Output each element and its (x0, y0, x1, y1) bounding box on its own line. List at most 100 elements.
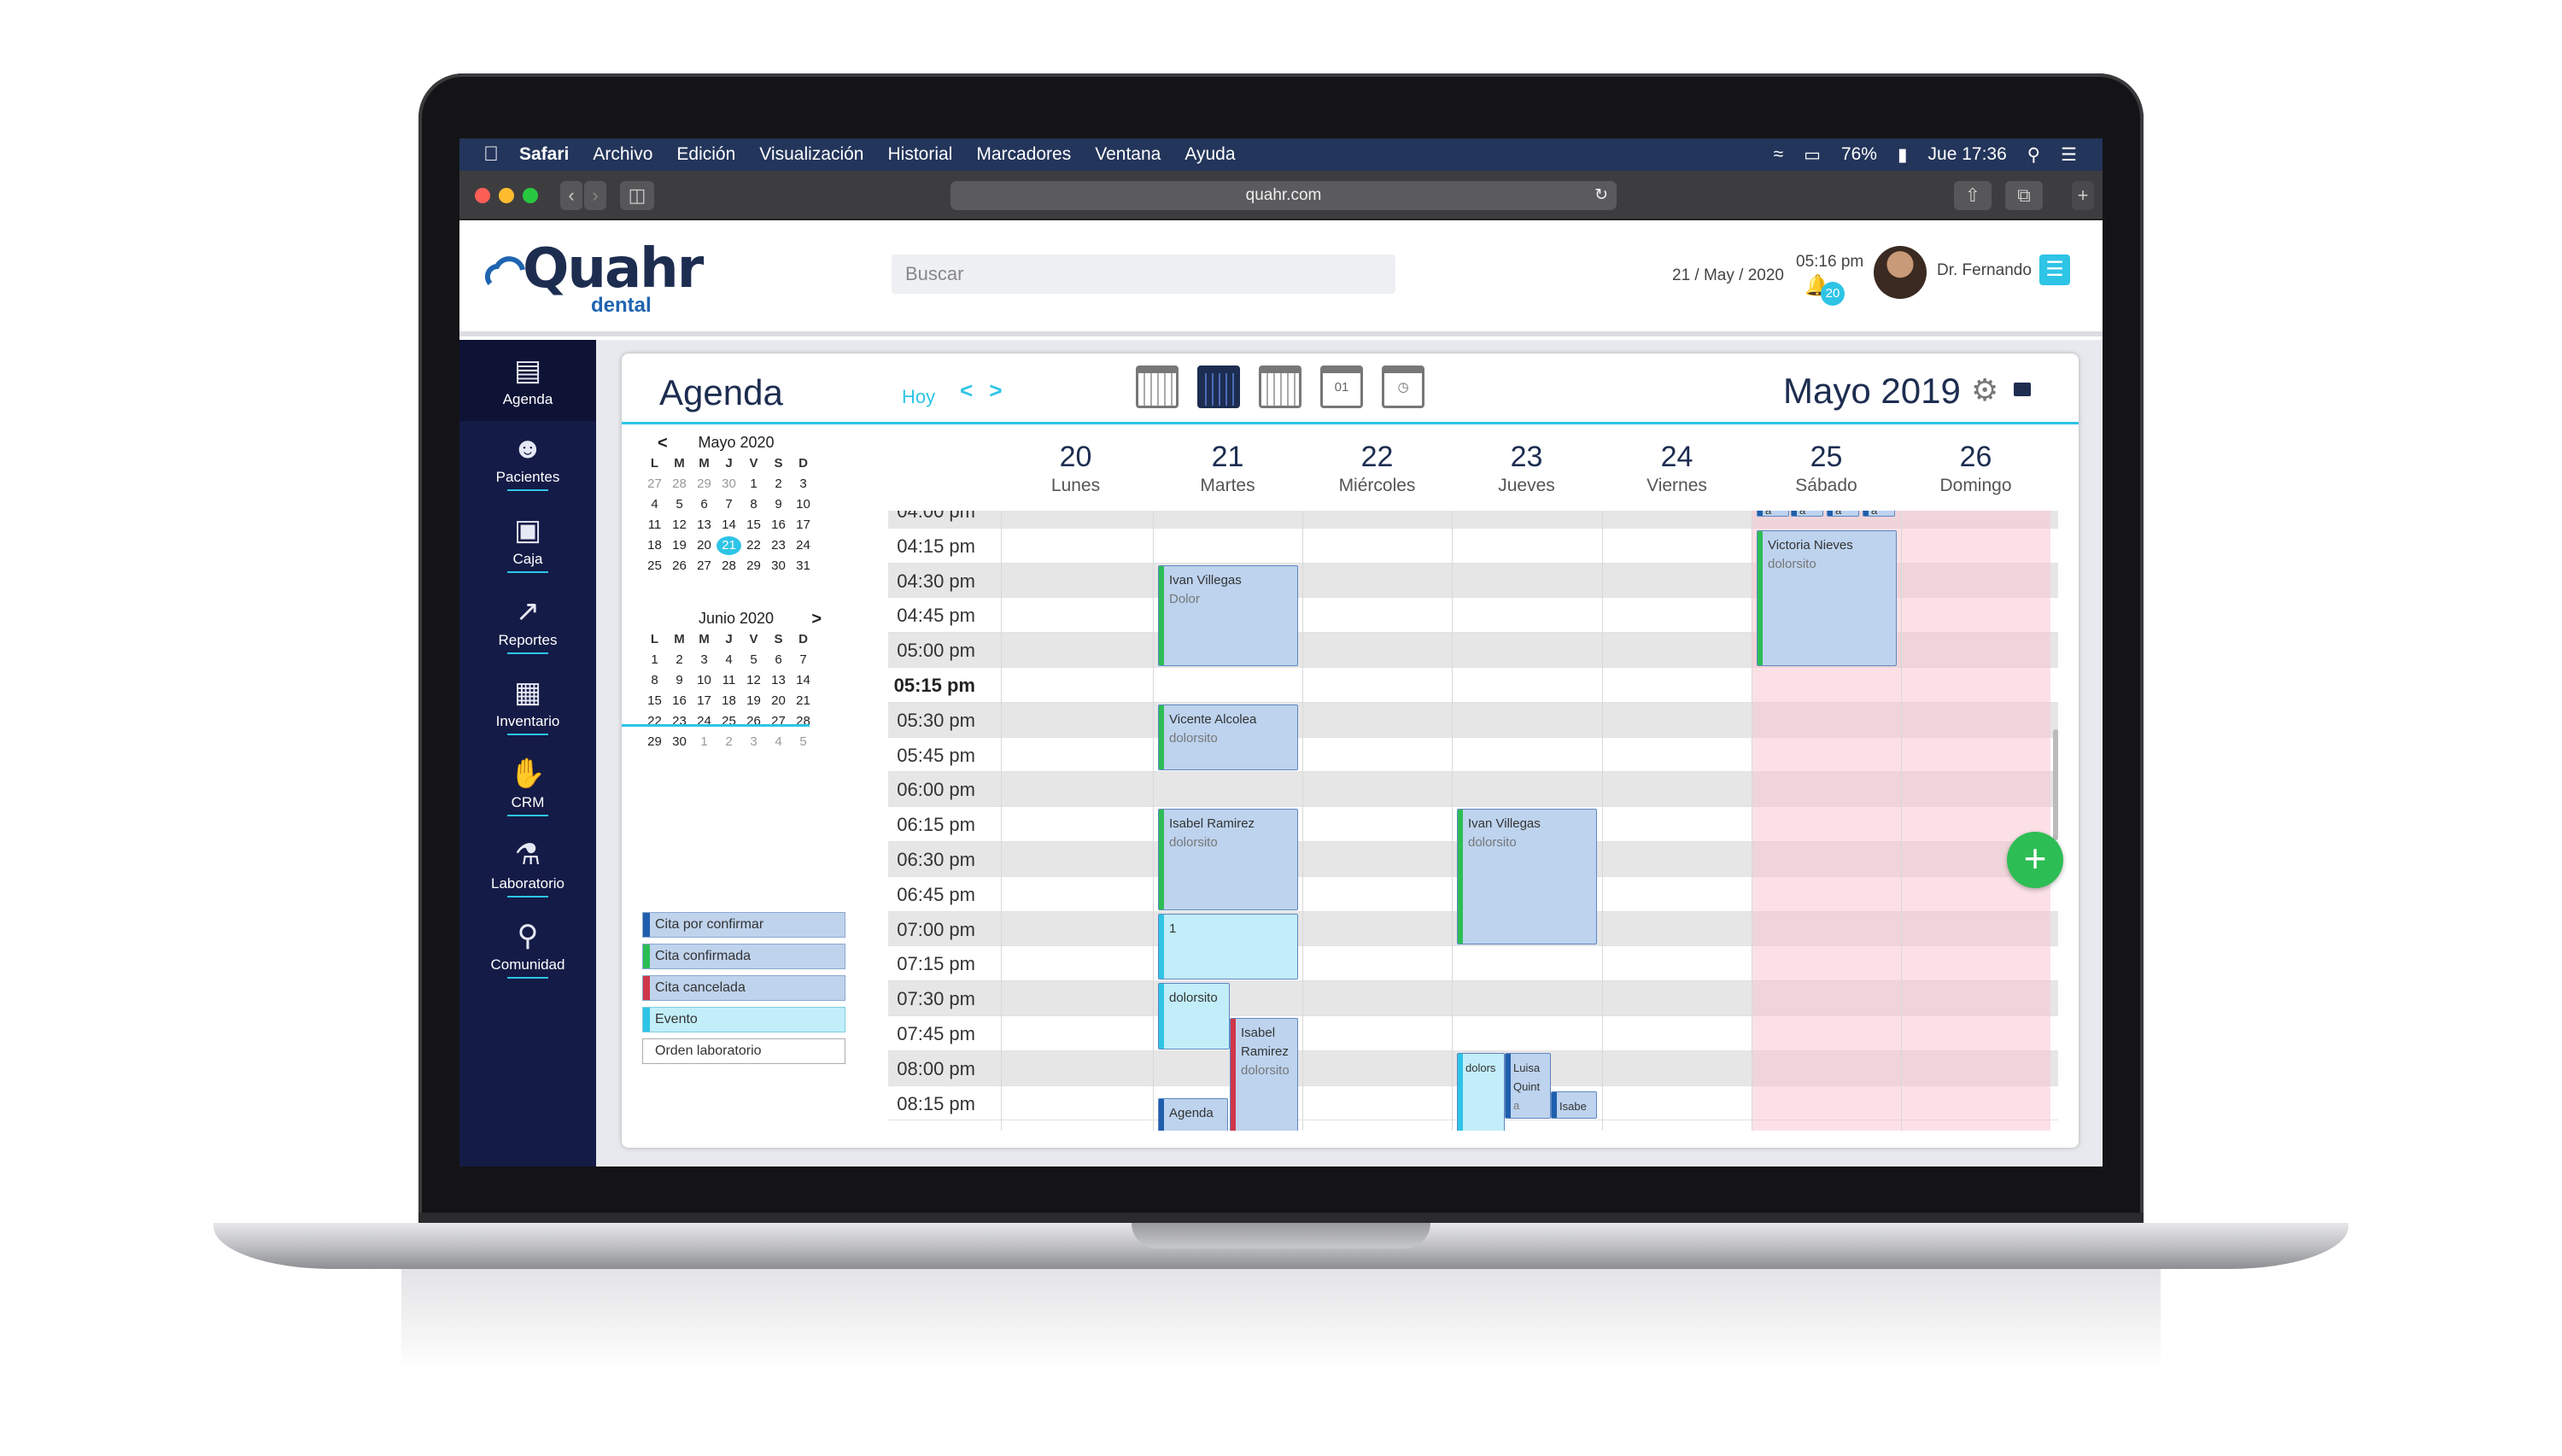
user-name[interactable]: Dr. Fernando (1937, 261, 2032, 279)
mini-calendar-day[interactable]: 19 (672, 538, 687, 553)
menu-ayuda[interactable]: Ayuda (1169, 144, 1235, 164)
mini-calendar-day[interactable]: 27 (697, 558, 711, 573)
prev-month-arrow[interactable]: < (658, 434, 668, 453)
zoom-window-button[interactable] (523, 188, 538, 203)
mini-calendar-day[interactable]: 13 (771, 673, 786, 687)
mini-calendar-day[interactable]: 6 (775, 652, 782, 667)
sidebar-item-laboratorio[interactable]: ⚗ Laboratorio (459, 827, 596, 908)
month-view-icon[interactable] (1136, 365, 1179, 408)
notification-badge[interactable]: 20 (1821, 282, 1845, 306)
back-icon[interactable]: ‹ (560, 181, 582, 210)
tabs-overview-icon[interactable]: ⧉ (2005, 181, 2043, 210)
mini-calendar-day[interactable]: 6 (700, 497, 708, 512)
day-header[interactable]: 24 Viernes (1602, 441, 1752, 496)
mini-calendar-day[interactable]: 21 (717, 536, 741, 555)
mini-calendar-day[interactable]: 2 (676, 652, 683, 667)
mini-calendar-day[interactable]: 3 (700, 652, 708, 667)
airplay-icon[interactable]: ▭ (1804, 144, 1821, 165)
mini-calendar-day[interactable]: 28 (722, 558, 736, 573)
battery-percent[interactable]: 76% (1840, 144, 1877, 164)
next-month-arrow[interactable]: > (811, 610, 822, 629)
sidebar-item-inventario[interactable]: ▦ Inventario (459, 664, 596, 746)
avatar[interactable] (1874, 246, 1927, 299)
forward-icon[interactable]: › (584, 181, 606, 210)
mini-calendar-day[interactable]: 24 (796, 538, 810, 553)
menu-marcadores[interactable]: Marcadores (961, 144, 1071, 164)
quahr-logo[interactable]: Quahr dental (482, 237, 704, 317)
menu-edicion[interactable]: Edición (661, 144, 735, 164)
mini-calendar-day[interactable]: 5 (750, 652, 757, 667)
appointment-card[interactable]: a (1757, 511, 1789, 517)
sidebar-item-pacientes[interactable]: ☻ Pacientes (459, 421, 596, 502)
share-icon[interactable]: ⇧ (1954, 181, 1992, 210)
mini-calendar-day[interactable]: 30 (722, 477, 736, 491)
day-header[interactable]: 22 Miércoles (1302, 441, 1452, 496)
mini-calendar-day[interactable]: 25 (722, 714, 736, 728)
mini-calendar-day[interactable]: 7 (725, 497, 733, 512)
sidebar-item-comunidad[interactable]: ⚲ Comunidad (459, 908, 596, 989)
sidebar-item-agenda[interactable]: ▤ Agenda (459, 340, 596, 421)
menu-ventana[interactable]: Ventana (1079, 144, 1161, 164)
add-appointment-button[interactable]: + (2007, 832, 2063, 888)
battery-icon[interactable]: ▮ (1897, 144, 1908, 165)
mini-calendar-day[interactable]: 3 (750, 734, 757, 749)
mini-calendar-day[interactable]: 1 (651, 652, 658, 667)
appointment-card[interactable]: Victoria Nieves dolorsito (1757, 529, 1897, 666)
mini-calendar-day[interactable]: 4 (725, 652, 733, 667)
notification-center-icon[interactable]: ☰ (2061, 144, 2077, 165)
mini-calendar-day[interactable]: 17 (796, 517, 810, 532)
hamburger-menu-icon[interactable]: ☰ (2039, 254, 2070, 285)
menu-app-name[interactable]: Safari (504, 144, 569, 164)
appointment-card[interactable]: a (1827, 511, 1859, 517)
legend-item[interactable]: Cita por confirmar (642, 912, 845, 938)
legend-item[interactable]: Cita cancelada (642, 975, 845, 1001)
mini-calendar-day[interactable]: 16 (672, 693, 687, 708)
mini-calendar-day[interactable]: 19 (746, 693, 761, 708)
legend-item[interactable]: Cita confirmada (642, 944, 845, 969)
mini-calendar-day[interactable]: 22 (647, 714, 662, 728)
calendar-icon[interactable] (2014, 383, 2031, 396)
search-input[interactable]: Buscar (892, 254, 1395, 294)
mini-calendar-day[interactable]: 21 (796, 693, 810, 708)
mini-calendar-day[interactable]: 5 (799, 734, 807, 749)
mini-calendar-day[interactable]: 7 (799, 652, 807, 667)
mini-calendar-day[interactable]: 29 (647, 734, 662, 749)
mini-calendar-day[interactable]: 22 (746, 538, 761, 553)
mini-calendar-day[interactable]: 30 (771, 558, 786, 573)
mini-calendar-day[interactable]: 16 (771, 517, 786, 532)
menu-visualizacion[interactable]: Visualización (744, 144, 863, 164)
mini-calendar-day[interactable]: 14 (796, 673, 810, 687)
appointment-card[interactable]: a (1863, 511, 1895, 517)
mini-calendar-day[interactable]: 15 (647, 693, 662, 708)
minimize-window-button[interactable] (499, 188, 514, 203)
week-nav-arrows[interactable]: < > (960, 377, 1008, 403)
week-view-icon[interactable] (1197, 365, 1240, 408)
appointment-card[interactable]: Isabel Ramirez dolorsito (1230, 1018, 1298, 1131)
mini-calendar-day[interactable]: 2 (775, 477, 782, 491)
mini-calendar-day[interactable]: 8 (651, 673, 658, 687)
mini-calendar-day[interactable]: 23 (672, 714, 687, 728)
mini-calendar-day[interactable]: 15 (746, 517, 761, 532)
sidebar-item-reportes[interactable]: ↗ Reportes (459, 583, 596, 664)
mini-calendar-day[interactable]: 18 (722, 693, 736, 708)
mini-calendar-day[interactable]: 4 (651, 497, 658, 512)
appointment-card[interactable]: Ivan Villegas Dolor (1158, 564, 1298, 666)
mini-calendar-day[interactable]: 31 (796, 558, 810, 573)
mini-calendar-day[interactable]: 5 (676, 497, 683, 512)
mini-calendar-day[interactable]: 12 (672, 517, 687, 532)
mini-calendar-day[interactable]: 14 (722, 517, 736, 532)
appointment-card[interactable]: a (1791, 511, 1823, 517)
scrollbar[interactable] (2053, 729, 2058, 840)
appointment-card[interactable]: Isabe (1551, 1091, 1597, 1120)
mini-calendar-day[interactable]: 25 (647, 558, 662, 573)
mini-calendar-day[interactable]: 1 (700, 734, 708, 749)
appointment-card[interactable]: dolorsito (1158, 983, 1230, 1050)
mini-calendar-day[interactable]: 12 (746, 673, 761, 687)
schedule-grid[interactable]: 04:00 pm 04:15 pm 04:30 pm 04:45 pm 05:00 pm… (888, 511, 2058, 1131)
mini-calendar-day[interactable]: 3 (799, 477, 807, 491)
mini-calendar-day[interactable]: 24 (697, 714, 711, 728)
appointment-card[interactable]: Luisa Quint a (1505, 1052, 1551, 1120)
mini-calendar-day[interactable]: 8 (750, 497, 757, 512)
mini-calendar-day[interactable]: 26 (746, 714, 761, 728)
mini-calendar-day[interactable]: 29 (746, 558, 761, 573)
